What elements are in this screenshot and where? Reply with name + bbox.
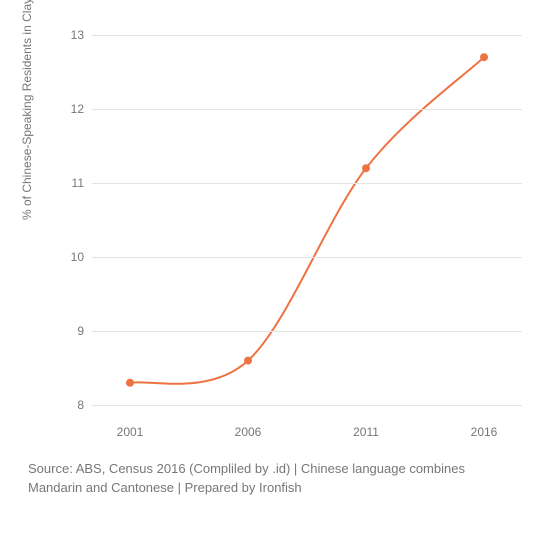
y-tick-label: 13 <box>54 28 84 42</box>
data-point <box>244 357 252 365</box>
grid-line <box>92 183 522 184</box>
source-text: Source: ABS, Census 2016 (Compliled by .… <box>28 460 522 498</box>
data-point <box>126 379 134 387</box>
grid-line <box>92 257 522 258</box>
data-point <box>362 164 370 172</box>
series-line <box>130 57 484 384</box>
y-tick-label: 12 <box>54 102 84 116</box>
plot-area <box>92 35 522 405</box>
x-tick-label: 2016 <box>471 425 498 439</box>
x-tick-label: 2001 <box>117 425 144 439</box>
y-tick-label: 8 <box>54 398 84 412</box>
x-tick-label: 2006 <box>235 425 262 439</box>
grid-line <box>92 35 522 36</box>
data-point <box>480 53 488 61</box>
line-series <box>92 35 522 405</box>
grid-line <box>92 109 522 110</box>
y-axis-title: % of Chinese-Speaking Residents in Clayt… <box>20 0 34 220</box>
y-tick-label: 11 <box>54 176 84 190</box>
x-tick-label: 2011 <box>353 425 379 439</box>
y-tick-label: 9 <box>54 324 84 338</box>
grid-line <box>92 405 522 406</box>
chart-area: 89101112132001200620112016 <box>52 20 522 420</box>
y-tick-label: 10 <box>54 250 84 264</box>
grid-line <box>92 331 522 332</box>
